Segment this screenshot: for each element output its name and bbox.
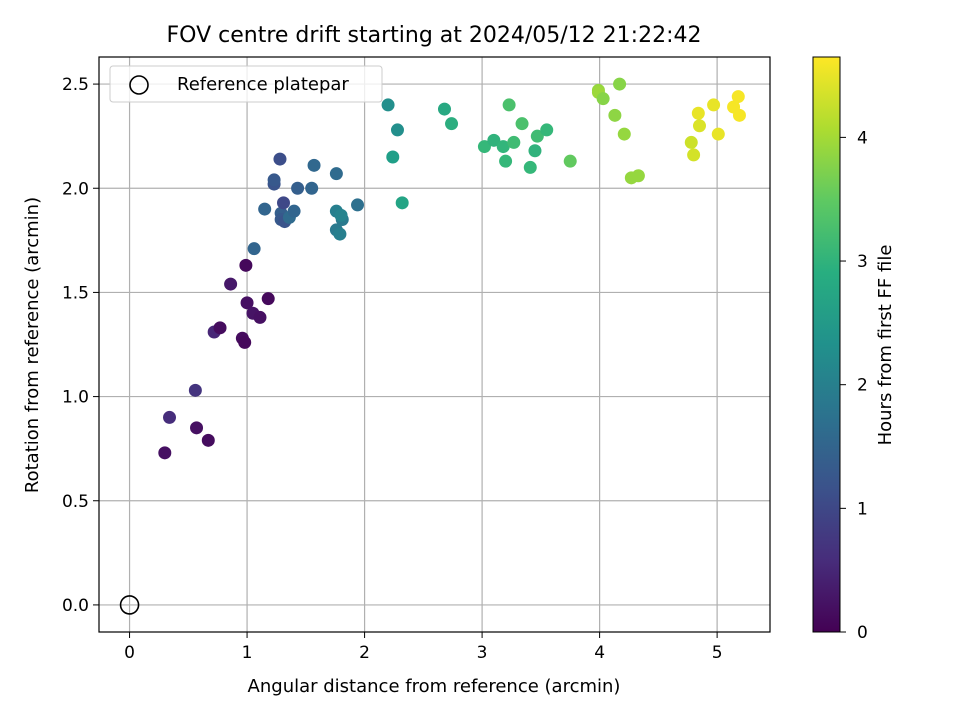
data-point [276, 196, 290, 210]
y-axis-label: Rotation from reference (arcmin) [22, 197, 43, 493]
data-point [731, 90, 745, 104]
colorbar-tick-label: 0 [857, 623, 868, 643]
data-point [239, 258, 253, 272]
data-point [613, 77, 627, 91]
data-point [158, 446, 172, 460]
x-tick-label: 2 [359, 643, 370, 663]
data-point [253, 310, 267, 324]
data-point [732, 108, 746, 122]
colorbar-ticks: 0 1 2 3 4 [840, 128, 868, 643]
data-point [563, 154, 577, 168]
colorbar-tick-label: 3 [857, 252, 868, 272]
data-point [213, 321, 227, 335]
data-point [395, 196, 409, 210]
data-point [515, 117, 529, 131]
data-point [351, 198, 365, 212]
data-point [390, 123, 404, 137]
data-point [530, 129, 544, 143]
data-point [540, 123, 554, 137]
x-tick-label: 1 [242, 643, 253, 663]
colorbar-tick-label: 2 [857, 376, 868, 396]
legend-open-circle-icon [129, 75, 149, 95]
data-point [477, 140, 491, 154]
data-point [692, 119, 706, 133]
x-tick-label: 0 [124, 643, 135, 663]
data-point [523, 160, 537, 174]
data-point [163, 410, 177, 424]
legend: Reference platepar [109, 65, 383, 103]
data-points [158, 77, 746, 460]
data-point [240, 296, 254, 310]
data-point [487, 133, 501, 147]
data-point [596, 92, 610, 106]
data-point [711, 127, 725, 141]
data-point [445, 117, 459, 131]
data-point [261, 292, 275, 306]
data-point [687, 148, 701, 162]
x-tick-label: 5 [712, 643, 723, 663]
data-point [247, 242, 261, 256]
data-point [201, 433, 215, 447]
reference-platepar-marker [119, 595, 140, 615]
y-tick-label: 1.5 [62, 283, 89, 303]
chart-title: FOV centre drift starting at 2024/05/12 … [167, 23, 702, 48]
data-point [329, 167, 343, 181]
y-tick-label: 0.0 [62, 596, 89, 616]
colorbar-tick-label: 4 [857, 128, 868, 148]
legend-label-reference-platepar: Reference platepar [177, 74, 349, 95]
y-tick-label: 2.0 [62, 179, 89, 199]
data-point [287, 204, 301, 218]
colorbar-label: Hours from first FF file [875, 245, 896, 446]
data-point [273, 152, 287, 166]
data-point [190, 421, 204, 435]
y-tick-label: 0.5 [62, 492, 89, 512]
colorbar-gradient [812, 56, 841, 633]
data-point [684, 135, 698, 149]
data-point [499, 154, 513, 168]
data-point [502, 98, 516, 112]
data-point [305, 181, 319, 195]
data-point [381, 98, 395, 112]
data-point [691, 106, 705, 120]
data-point [608, 108, 622, 122]
data-point [224, 277, 238, 291]
x-axis-ticks: 0 1 2 3 4 5 [124, 632, 723, 663]
data-point [291, 181, 305, 195]
data-point [496, 140, 510, 154]
data-point [188, 383, 202, 397]
y-tick-label: 2.5 [62, 75, 89, 95]
y-tick-label: 1.0 [62, 388, 89, 408]
data-point [238, 335, 252, 349]
data-point [707, 98, 721, 112]
data-point [631, 169, 645, 183]
plot-frame [98, 56, 771, 633]
y-axis-ticks: 0.0 0.5 1.0 1.5 2.0 2.5 [62, 75, 99, 616]
data-point [437, 102, 451, 116]
data-point [386, 150, 400, 164]
colorbar: 0 1 2 3 4 Hours from first FF file [812, 56, 896, 643]
data-point [507, 135, 521, 149]
data-point [617, 127, 631, 141]
legend-box [109, 65, 383, 103]
x-axis-label: Angular distance from reference (arcmin) [248, 676, 621, 697]
data-point [307, 158, 321, 172]
data-point [528, 144, 542, 158]
data-point [333, 227, 347, 241]
x-tick-label: 4 [594, 643, 605, 663]
data-point [334, 208, 348, 222]
colorbar-tick-label: 1 [857, 499, 868, 519]
data-point [267, 173, 281, 187]
plot-area [99, 57, 770, 632]
data-point [258, 202, 272, 216]
x-tick-label: 3 [477, 643, 488, 663]
